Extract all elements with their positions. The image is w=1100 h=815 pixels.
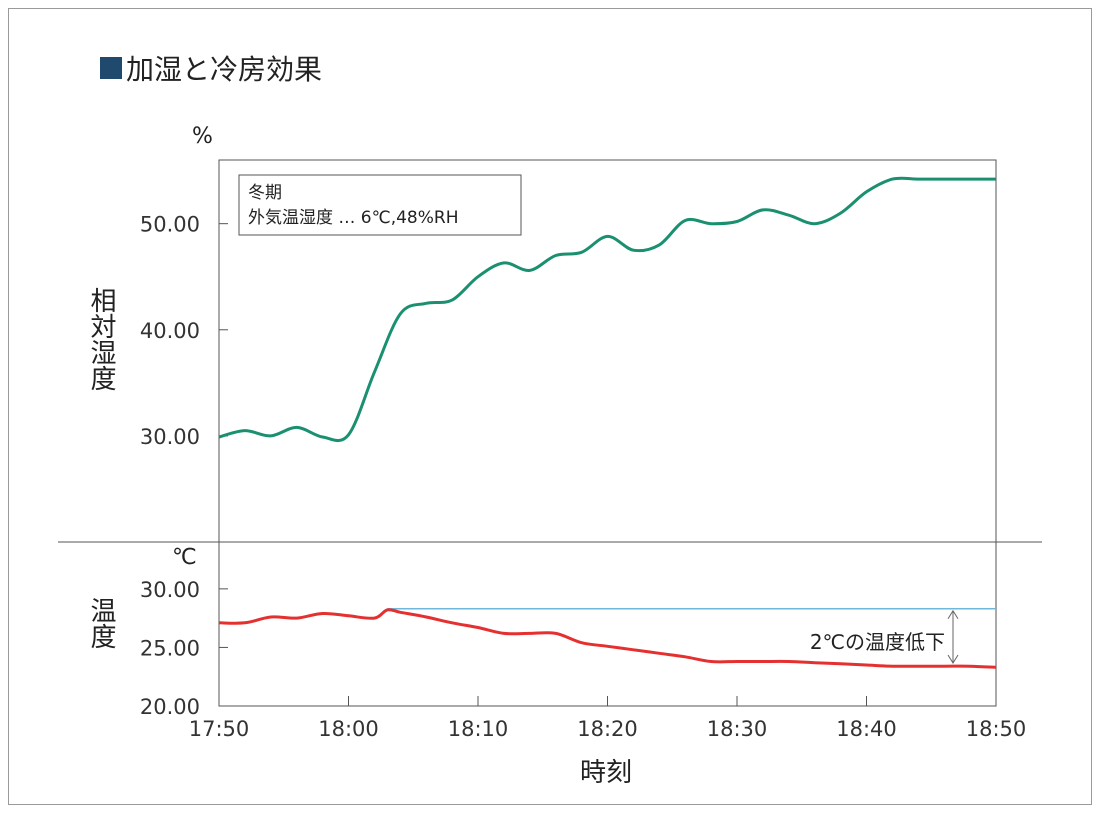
- x-tick-label: 18:50: [966, 717, 1027, 741]
- note-box: [238, 174, 522, 236]
- humidity-y-tick-label: 30.00: [140, 425, 200, 449]
- temperature-drop-annotation: 2℃の温度低下: [810, 630, 945, 654]
- chart-title: 加湿と冷房効果: [100, 48, 322, 88]
- temperature-unit: ℃: [172, 545, 197, 570]
- title-square-icon: [100, 57, 122, 79]
- note-line: 外気温湿度 … 6℃,48%RH: [248, 208, 459, 228]
- x-axis-title: 時刻: [580, 758, 633, 788]
- x-tick-label: 17:50: [189, 717, 250, 741]
- temperature-y-tick-label: 30.00: [140, 578, 200, 602]
- temperature-drop-arrow-head-bottom: [947, 654, 959, 664]
- x-tick-label: 18:10: [448, 717, 509, 741]
- note-line: 冬期: [248, 183, 282, 203]
- humidity-series-line: [218, 176, 996, 443]
- temperature-drop-arrow-head-top: [947, 609, 959, 620]
- chart-title-text: 加湿と冷房効果: [126, 53, 323, 86]
- temperature-y-tick-label: 20.00: [140, 695, 200, 719]
- x-tick-label: 18:00: [318, 717, 379, 741]
- temperature-series-line: [218, 608, 997, 669]
- temperature-axis-label: 温度: [86, 597, 116, 649]
- humidity-unit: %: [192, 124, 213, 149]
- chart-frame: [8, 8, 1092, 805]
- x-tick-label: 18:20: [577, 717, 638, 741]
- humidity-y-tick-label: 40.00: [140, 319, 200, 343]
- humidity-y-tick-label: 50.00: [140, 213, 200, 237]
- humidity-axis-label: 相対湿度: [86, 287, 116, 391]
- temperature-y-tick-label: 25.00: [140, 636, 200, 660]
- x-tick-label: 18:40: [836, 717, 897, 741]
- temperature-plot-area: [218, 541, 997, 707]
- x-tick-label: 18:30: [707, 717, 768, 741]
